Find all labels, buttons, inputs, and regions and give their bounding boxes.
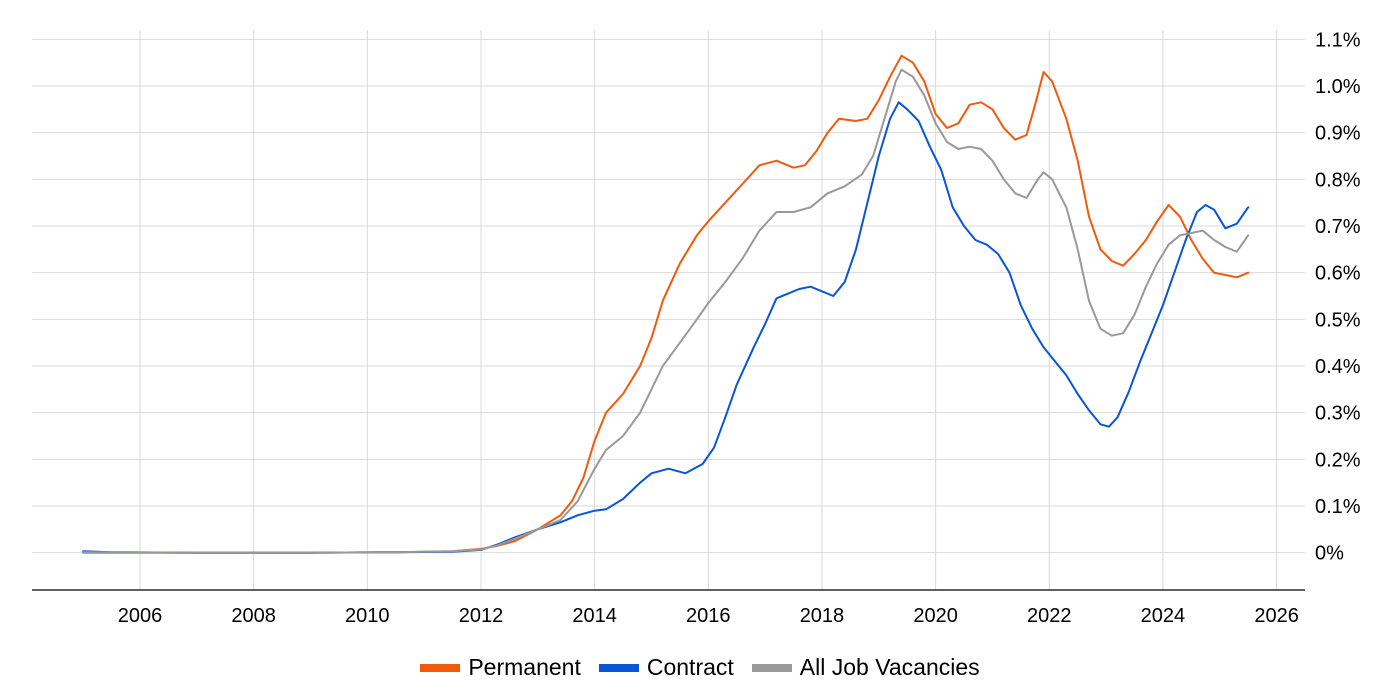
- y-tick-label: 0%: [1315, 543, 1344, 565]
- legend-swatch-contract: [598, 663, 639, 672]
- y-tick-label: 1.0%: [1315, 76, 1361, 98]
- legend-swatch-all-job-vacancies: [751, 663, 792, 672]
- y-tick-label: 1.1%: [1315, 29, 1361, 51]
- y-tick-label: 0.3%: [1315, 403, 1361, 425]
- legend-label-contract: Contract: [646, 654, 734, 680]
- y-tick-label: 0.7%: [1315, 216, 1361, 238]
- x-tick-label: 2026: [1254, 605, 1299, 627]
- y-tick-label: 0.8%: [1315, 169, 1361, 191]
- series-line-contract: [82, 101, 1250, 554]
- y-tick-label: 0.6%: [1315, 263, 1361, 285]
- y-tick-label: 0.2%: [1315, 449, 1361, 471]
- y-tick-label: 0.5%: [1315, 309, 1361, 331]
- x-tick-label: 2018: [800, 605, 845, 627]
- series-line-permanent: [82, 54, 1250, 554]
- series-lines: [82, 54, 1250, 554]
- legend-swatch-permanent: [420, 663, 461, 672]
- y-tick-label: 0.1%: [1315, 496, 1361, 518]
- x-tick-label: 2022: [1027, 605, 1072, 627]
- legend-item-contract[interactable]: Contract: [598, 654, 734, 681]
- x-tick-labels: 2006 2008 2010 2012 2014 2016 2018 2020 2022 2024…: [118, 605, 1299, 627]
- y-tick-label: 0.4%: [1315, 356, 1361, 378]
- x-tick-label: 2016: [686, 605, 731, 627]
- grid-lines: [32, 30, 1305, 590]
- x-tick-label: 2024: [1141, 605, 1186, 627]
- series-line-all-job-vacancies: [82, 68, 1250, 554]
- legend-label-all-job-vacancies: All Job Vacancies: [799, 654, 980, 680]
- y-tick-label: 0.9%: [1315, 123, 1361, 145]
- x-tick-label: 2012: [459, 605, 504, 627]
- x-tick-label: 2010: [345, 605, 390, 627]
- x-tick-label: 2014: [572, 605, 617, 627]
- legend-item-permanent[interactable]: Permanent: [420, 654, 581, 681]
- line-chart: 2006 2008 2010 2012 2014 2016 2018 2020 2022 2024…: [32, 29, 1361, 627]
- x-tick-label: 2006: [118, 605, 163, 627]
- x-tick-label: 2020: [913, 605, 958, 627]
- legend-item-all-job-vacancies[interactable]: All Job Vacancies: [751, 654, 980, 681]
- legend-label-permanent: Permanent: [468, 654, 581, 680]
- legend: Permanent Contract All Job Vacancies: [0, 654, 1400, 681]
- y-tick-labels: 0% 0.1% 0.2% 0.3% 0.4% 0.5% 0.6% 0.7% 0.8% 0.9% 1.…: [1315, 29, 1361, 564]
- x-tick-label: 2008: [231, 605, 276, 627]
